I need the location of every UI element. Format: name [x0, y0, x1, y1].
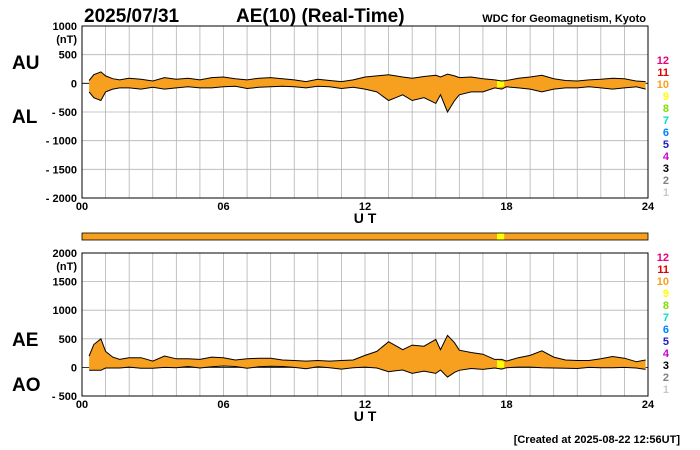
x-tick-label: 24 — [642, 201, 655, 213]
x-tick-label: 00 — [76, 399, 88, 411]
legend-item: 10 — [657, 276, 669, 288]
x-axis-label: U T — [354, 210, 377, 226]
x-tick-label: 06 — [217, 201, 229, 213]
series-line-au — [88, 71, 646, 83]
legend-item: 8 — [663, 300, 669, 312]
ae-ao-panel: 2000 1500 1000 500 0 - 500 (nT) 00 06 12 18 24 U T AE… — [12, 248, 655, 424]
status-segment — [504, 233, 648, 240]
x-tick-label: 18 — [500, 201, 512, 213]
unit-label: (nT) — [56, 261, 77, 273]
series-line-al — [88, 85, 646, 114]
y-tick-label: 0 — [71, 78, 77, 90]
y-tick-label: - 2000 — [46, 193, 77, 205]
series-line-ae — [88, 334, 646, 363]
legend-item: 4 — [663, 151, 670, 163]
series-line-ao — [89, 365, 646, 378]
date-title: 2025/07/31 — [84, 6, 180, 27]
x-tick-label: 18 — [500, 399, 512, 411]
legend-item: 9 — [663, 288, 669, 300]
y-tick-label: 1500 — [53, 277, 77, 289]
legend-item: 5 — [663, 139, 669, 151]
legend-item: 2 — [663, 372, 669, 384]
legend-item: 1 — [663, 384, 669, 396]
au-al-panel: 1000 500 0 - 500 - 1000 - 1500 - 2000 (nT) 00 06 1… — [12, 21, 655, 226]
status-frame — [81, 232, 649, 241]
status-bar — [81, 232, 649, 241]
legend-item: 3 — [663, 360, 669, 372]
side-label-al: AL — [12, 107, 38, 128]
plot-frame — [81, 252, 649, 397]
x-tick-label: 00 — [76, 201, 88, 213]
legend-item: 12 — [657, 55, 669, 67]
plot-frame — [81, 25, 649, 199]
unit-label: (nT) — [56, 34, 77, 46]
highlight-region — [497, 360, 505, 368]
y-tick-label: 500 — [59, 334, 77, 346]
x-tick-label: 12 — [359, 399, 371, 411]
x-axis-label: U T — [354, 408, 377, 424]
side-label-ao: AO — [12, 375, 41, 396]
x-tick-label: 06 — [217, 399, 229, 411]
status-segment — [82, 233, 498, 240]
legend-item: 7 — [663, 312, 669, 324]
x-tick-label: 24 — [642, 399, 655, 411]
y-tick-label: 500 — [59, 50, 77, 62]
legend-item: 7 — [663, 115, 669, 127]
legend-item: 5 — [663, 336, 669, 348]
band-fill-ae-ao — [89, 335, 646, 378]
y-tick-label: 0 — [71, 362, 77, 374]
legend-item: 4 — [663, 348, 670, 360]
legend-item: 9 — [663, 91, 669, 103]
y-tick-label: - 1000 — [46, 136, 77, 148]
highlight-region — [497, 80, 505, 88]
status-segment — [497, 233, 505, 240]
legend-item: 8 — [663, 103, 669, 115]
legend-item: 6 — [663, 324, 669, 336]
legend-item: 10 — [657, 79, 669, 91]
band-fill-au-al — [89, 71, 646, 112]
y-tick-label: - 500 — [52, 107, 77, 119]
x-tick-label: 12 — [359, 201, 371, 213]
y-tick-label: - 500 — [52, 391, 77, 403]
side-label-au: AU — [12, 53, 39, 74]
created-timestamp: [Created at 2025-08-22 12:56UT] — [514, 434, 681, 446]
y-tick-label: - 1500 — [46, 164, 77, 176]
legend-item: 6 — [663, 127, 669, 139]
legend-item: 11 — [657, 67, 669, 79]
legend-item: 3 — [663, 163, 669, 175]
source-label: WDC for Geomagnetism, Kyoto — [482, 13, 646, 25]
y-tick-label: 1000 — [53, 305, 77, 317]
legend-item: 1 — [663, 187, 669, 199]
y-tick-label: 2000 — [53, 248, 77, 260]
side-label-ae: AE — [12, 330, 38, 351]
y-tick-label: 1000 — [53, 21, 77, 33]
legend-item: 2 — [663, 175, 669, 187]
chart-title: AE(10) (Real-Time) — [236, 6, 405, 27]
legend-item: 11 — [657, 264, 669, 276]
legend-item: 12 — [657, 252, 669, 264]
